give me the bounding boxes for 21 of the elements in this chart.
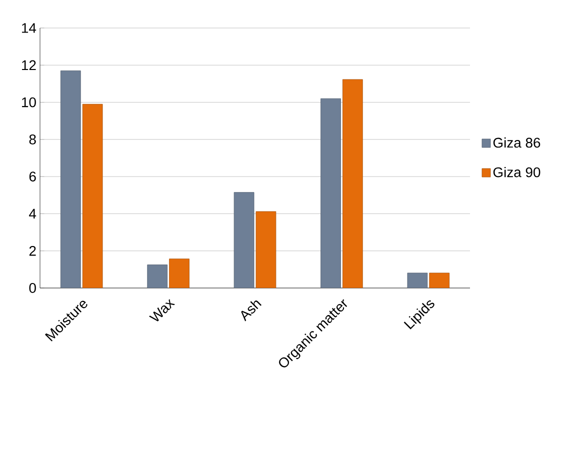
y-tick-label: 12 xyxy=(22,60,36,70)
y-tick-label: 14 xyxy=(22,23,36,33)
x-tick-label: Wax xyxy=(149,299,175,322)
y-tick-label: 0 xyxy=(29,283,36,293)
bar xyxy=(429,272,450,288)
bar xyxy=(60,70,81,288)
bar xyxy=(169,258,190,288)
y-tick-label: 8 xyxy=(29,134,36,144)
legend-label: Giza 90 xyxy=(493,166,540,178)
y-tick-label: 6 xyxy=(29,172,36,182)
bar xyxy=(147,264,168,288)
bar xyxy=(342,79,363,288)
bar xyxy=(256,211,276,288)
legend-label: Giza 86 xyxy=(493,137,540,148)
bar xyxy=(82,104,103,288)
y-tick-label: 4 xyxy=(29,208,36,219)
bar xyxy=(320,98,341,288)
y-tick-label: 10 xyxy=(22,97,36,108)
x-tick-label: Ash xyxy=(241,300,262,322)
bar xyxy=(234,192,254,288)
y-tick-label: 2 xyxy=(29,246,36,256)
